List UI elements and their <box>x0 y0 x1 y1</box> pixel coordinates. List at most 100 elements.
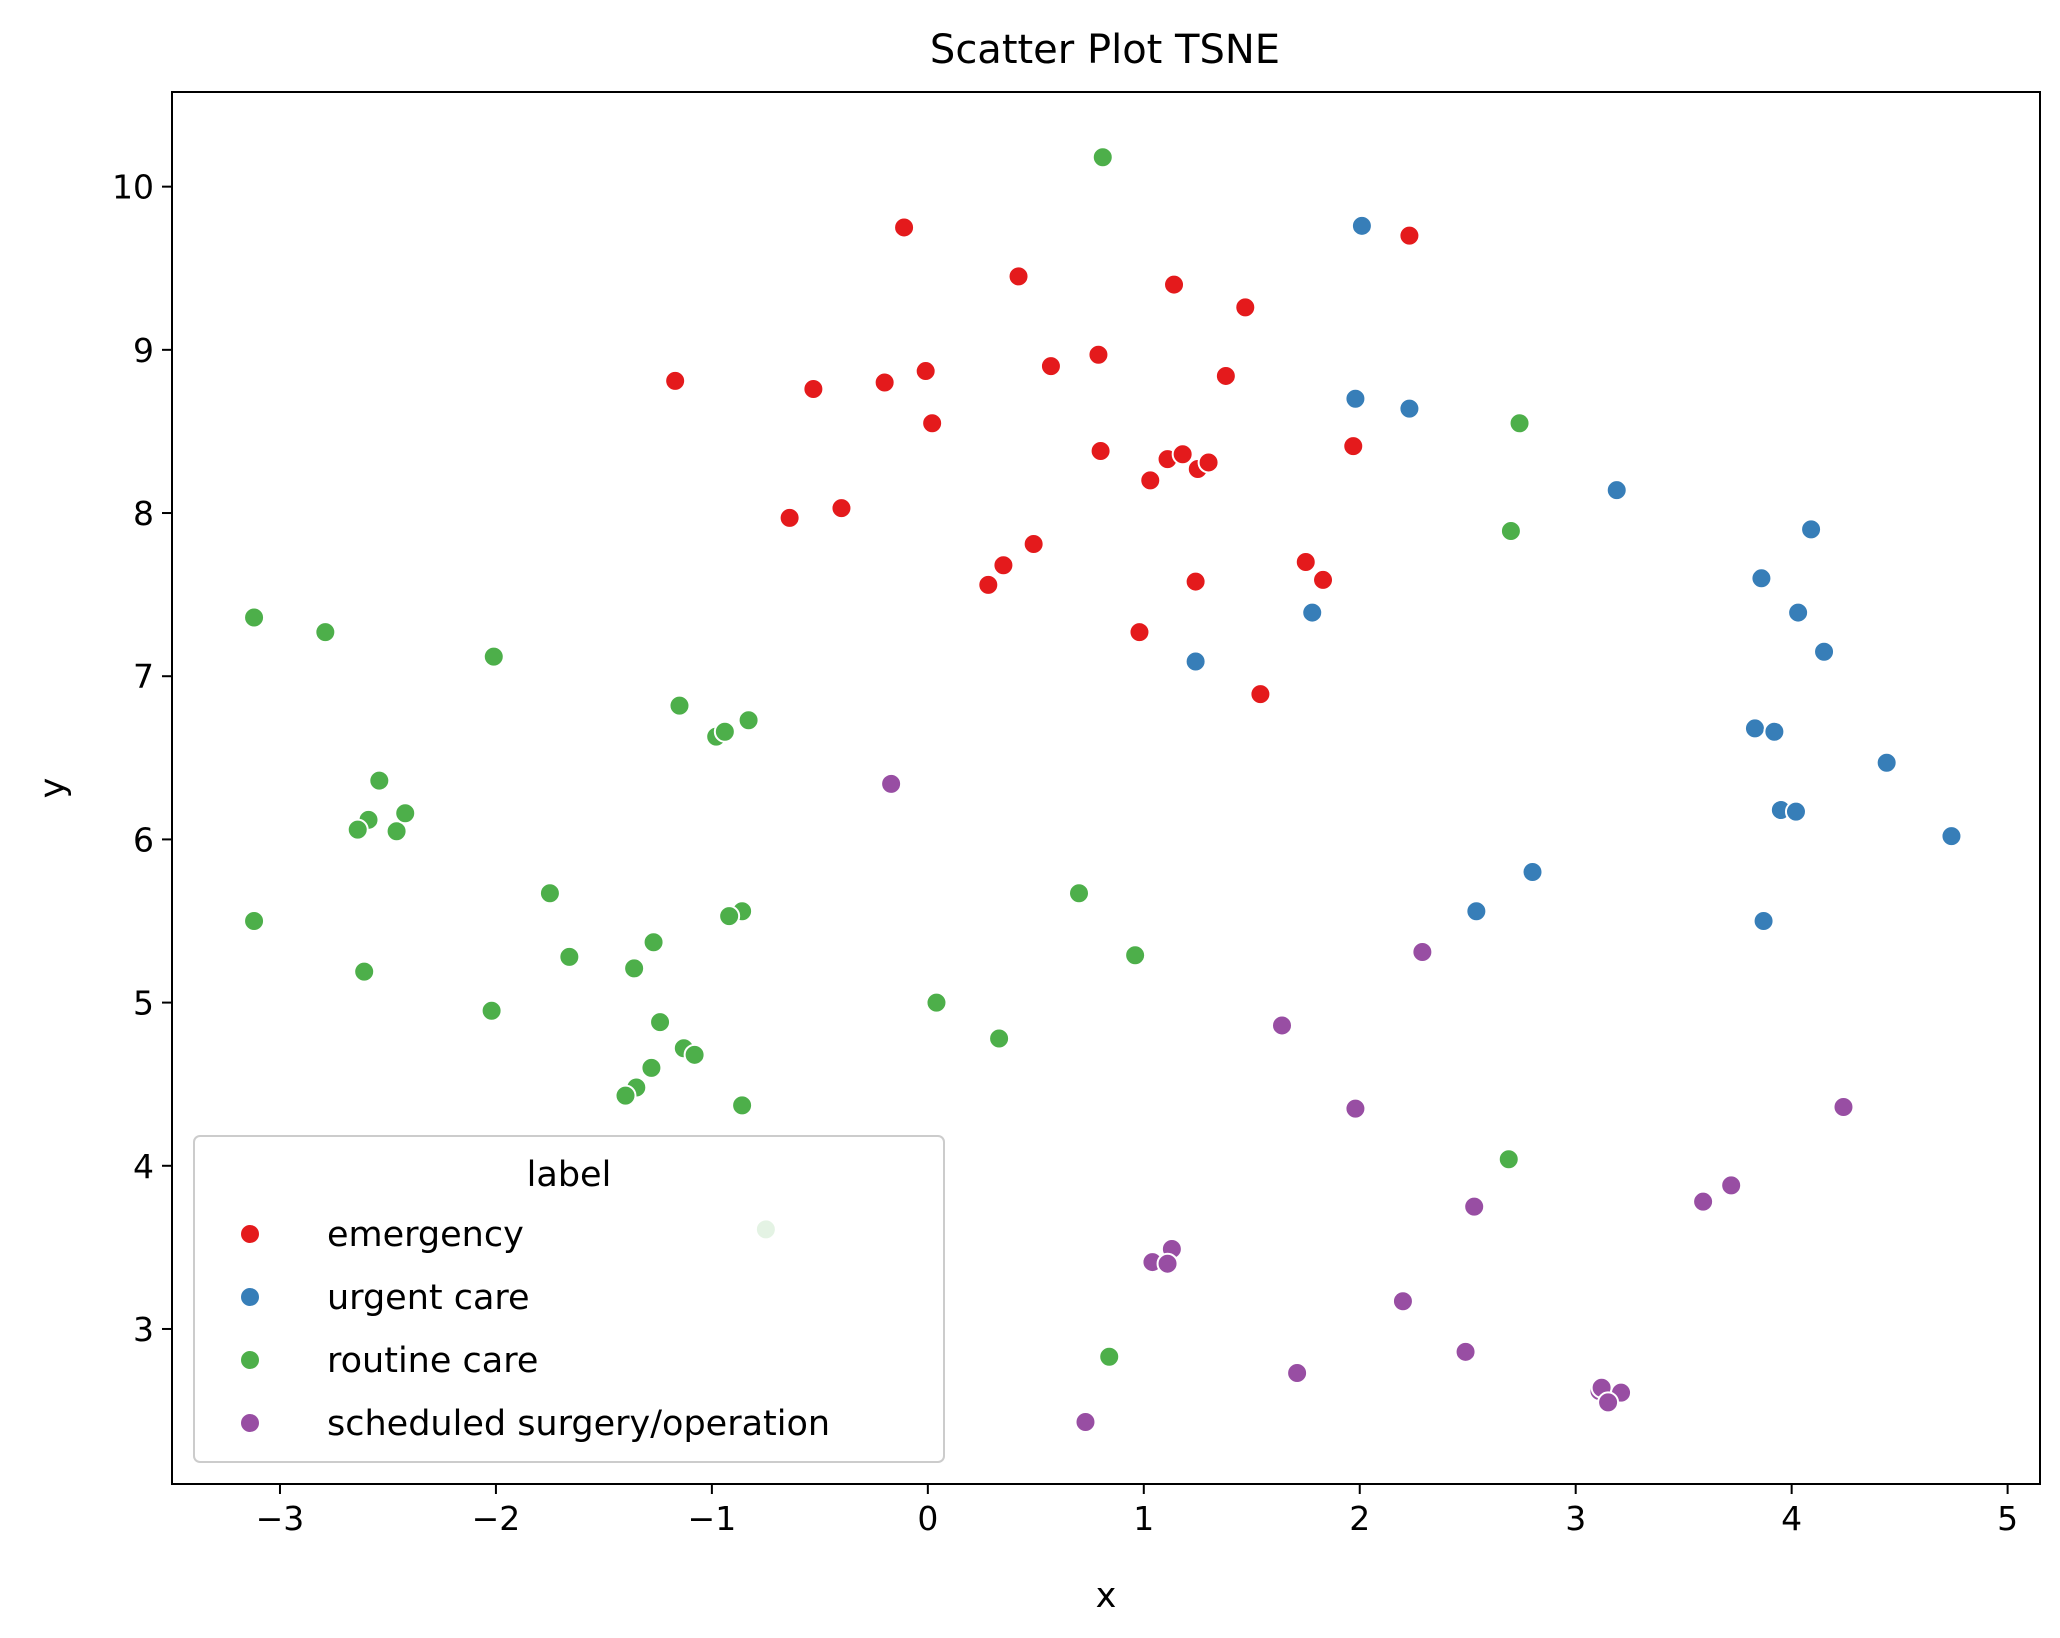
point-series-0 <box>1214 364 1237 387</box>
point-series-1 <box>1398 397 1421 420</box>
point-series-1 <box>1787 601 1810 624</box>
point-series-2 <box>925 991 948 1014</box>
x-tick-label: 2 <box>1349 1499 1370 1538</box>
point-series-2 <box>314 621 337 644</box>
y-tick-label: 9 <box>133 331 154 370</box>
legend-entry-label: emergency <box>327 1215 524 1255</box>
point-series-0 <box>1163 273 1186 296</box>
point-series-1 <box>1752 909 1775 932</box>
y-tick-label: 5 <box>133 984 154 1023</box>
point-series-2 <box>394 802 417 825</box>
point-series-0 <box>1294 550 1317 573</box>
point-series-2 <box>614 1084 637 1107</box>
legend-entries: emergency urgent care routine care schedule… <box>239 1215 830 1444</box>
point-series-1 <box>1465 900 1488 923</box>
point-series-0 <box>893 216 916 239</box>
x-tick-label: 0 <box>917 1499 938 1538</box>
x-tick-label: 1 <box>1133 1499 1154 1538</box>
point-series-1 <box>1350 214 1373 237</box>
point-series-0 <box>992 554 1015 577</box>
point-series-2 <box>346 818 369 841</box>
point-series-1 <box>1940 825 1963 848</box>
point-series-0 <box>1087 343 1110 366</box>
plot-frame <box>171 91 2041 1485</box>
point-series-0 <box>1171 443 1194 466</box>
point-series-3 <box>1411 941 1434 964</box>
point-series-2 <box>368 769 391 792</box>
point-series-1 <box>1184 650 1207 673</box>
point-series-2 <box>243 606 266 629</box>
point-series-0 <box>1342 435 1365 458</box>
point-series-2 <box>353 960 376 983</box>
point-series-1 <box>1301 601 1324 624</box>
point-series-2 <box>731 1094 754 1117</box>
point-series-1 <box>1521 861 1544 884</box>
point-series-2 <box>1508 412 1531 435</box>
point-series-2 <box>1497 1148 1520 1171</box>
point-series-2 <box>640 1056 663 1079</box>
legend-entry-label: scheduled surgery/operation <box>327 1404 830 1444</box>
point-series-2 <box>1499 519 1522 542</box>
point-series-2 <box>480 999 503 1022</box>
y-tick-label: 7 <box>133 657 154 696</box>
point-series-0 <box>1089 440 1112 463</box>
point-series-0 <box>1039 355 1062 378</box>
x-tick-label: −1 <box>688 1499 737 1538</box>
point-series-2 <box>558 945 581 968</box>
point-series-0 <box>1249 683 1272 706</box>
point-series-1 <box>1605 479 1628 502</box>
point-series-2 <box>1068 882 1091 905</box>
point-series-2 <box>538 882 561 905</box>
point-series-0 <box>1128 621 1151 644</box>
legend-marker <box>239 1286 261 1308</box>
point-series-1 <box>1875 751 1898 774</box>
point-series-3 <box>1597 1391 1620 1414</box>
point-series-3 <box>1074 1410 1097 1433</box>
point-series-3 <box>880 772 903 795</box>
x-axis-label: x <box>1096 1576 1117 1616</box>
legend-entry-label: urgent care <box>327 1278 530 1318</box>
point-series-0 <box>1312 568 1335 591</box>
legend-marker <box>239 1349 261 1371</box>
point-series-2 <box>1098 1345 1121 1368</box>
point-series-0 <box>1007 265 1030 288</box>
x-tick-label: −3 <box>256 1499 305 1538</box>
point-series-0 <box>830 497 853 520</box>
point-series-3 <box>1463 1195 1486 1218</box>
point-series-0 <box>1398 224 1421 247</box>
legend: label emergency urgent care routine care sc… <box>193 1135 945 1463</box>
point-series-1 <box>1344 387 1367 410</box>
point-series-0 <box>1022 533 1045 556</box>
point-series-3 <box>1156 1252 1179 1275</box>
y-tick-label: 6 <box>133 820 154 859</box>
point-series-1 <box>1763 720 1786 743</box>
point-series-1 <box>1813 640 1836 663</box>
point-series-2 <box>385 820 408 843</box>
point-series-3 <box>1271 1014 1294 1037</box>
point-series-0 <box>921 412 944 435</box>
point-series-1 <box>1800 518 1823 541</box>
point-series-2 <box>623 957 646 980</box>
point-series-0 <box>1139 469 1162 492</box>
point-series-1 <box>1784 800 1807 823</box>
point-series-0 <box>1184 570 1207 593</box>
y-tick-label: 4 <box>133 1147 154 1186</box>
point-series-2 <box>482 645 505 668</box>
point-series-3 <box>1720 1174 1743 1197</box>
point-series-0 <box>664 369 687 392</box>
point-series-3 <box>1391 1290 1414 1313</box>
point-series-2 <box>642 931 665 954</box>
point-series-0 <box>977 573 1000 596</box>
y-tick-label: 3 <box>133 1310 154 1349</box>
x-tick-label: 3 <box>1565 1499 1586 1538</box>
legend-entry-label: routine care <box>327 1341 538 1381</box>
point-series-2 <box>988 1027 1011 1050</box>
point-series-2 <box>718 905 741 928</box>
point-series-3 <box>1286 1362 1309 1385</box>
x-axis-ticks: −3 −2 −1 0 1 2 3 4 5 <box>256 1484 2018 1538</box>
points-layer <box>243 146 1963 1433</box>
point-series-3 <box>1344 1097 1367 1120</box>
point-series-1 <box>1743 717 1766 740</box>
point-series-3 <box>1454 1340 1477 1363</box>
